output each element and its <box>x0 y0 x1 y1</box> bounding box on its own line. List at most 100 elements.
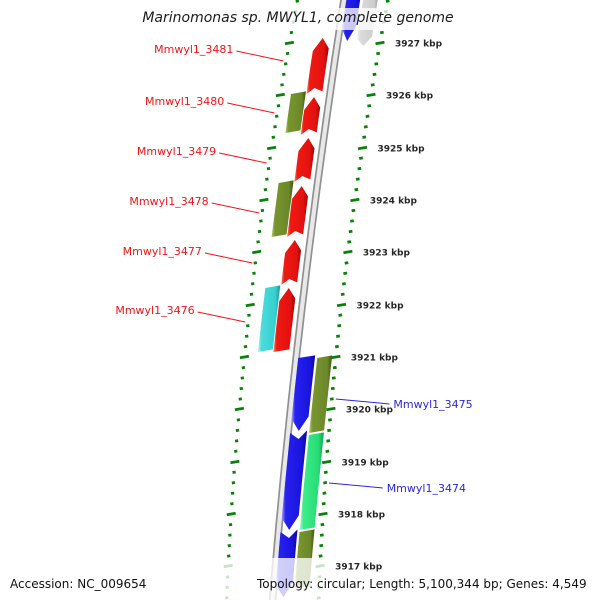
tick-mark <box>343 249 353 255</box>
tick-mark <box>276 104 281 108</box>
tick-mark <box>354 187 359 192</box>
tick-mark <box>350 197 360 203</box>
gene-feature-Mmwyl1_3474 <box>281 430 308 530</box>
tick-mark <box>385 0 390 3</box>
tick-mark <box>321 502 326 506</box>
tick-mark <box>231 481 236 485</box>
tick-mark <box>246 324 250 328</box>
tick-mark <box>341 282 346 286</box>
tick-mark <box>280 83 284 87</box>
tick-mark <box>245 302 255 308</box>
tick-mark <box>295 0 300 3</box>
ruler-label: 3922 kbp <box>357 302 405 312</box>
gene-label: Mmwyl1_3480 <box>145 95 224 108</box>
tick-mark <box>343 271 348 275</box>
tick-mark <box>260 208 265 213</box>
gene-feature-band-3476 <box>257 285 281 352</box>
ruler-label: 3920 kbp <box>346 406 394 416</box>
tick-mark <box>331 376 336 380</box>
title-overlay-band <box>0 8 600 30</box>
tick-mark <box>273 125 277 129</box>
gene-feature-Mmwyl1_3479 <box>294 138 315 182</box>
tick-mark <box>319 543 324 548</box>
tick-mark <box>355 177 360 181</box>
tick-mark <box>239 386 244 391</box>
tick-mark <box>327 428 332 433</box>
tick-mark <box>289 30 294 35</box>
tick-mark <box>234 406 245 412</box>
tick-mark <box>376 51 381 56</box>
tick-mark <box>336 302 347 308</box>
ruler-label: 3924 kbp <box>370 197 418 207</box>
gene-feature-band-3479 <box>271 180 294 237</box>
backbone-fill <box>270 0 347 600</box>
tick-mark <box>265 177 269 181</box>
tick-mark <box>363 125 368 129</box>
gene-feature-rings <box>257 0 378 597</box>
tick-mark <box>234 439 239 443</box>
tick-mark <box>228 522 233 527</box>
leader-line <box>219 152 267 164</box>
tick-mark <box>268 156 272 160</box>
gene-feature-Mmwyl1_3481 <box>306 38 329 94</box>
tick-mark <box>340 292 345 296</box>
tick-mark <box>283 62 288 66</box>
tick-mark <box>347 240 352 244</box>
gene-feature-Mmwyl1_3475 <box>291 355 316 431</box>
ruler-label: 3918 kbp <box>338 511 386 521</box>
tick-mark <box>263 187 268 192</box>
tick-mark <box>232 470 236 474</box>
tick-mark <box>226 554 231 558</box>
tick-mark <box>266 166 271 171</box>
gene-feature-Mmwyl1_3478 <box>287 186 308 237</box>
tick-mark <box>243 344 248 349</box>
gene-label: Mmwyl1_3479 <box>137 145 216 158</box>
footer-overlay-band <box>0 558 600 600</box>
tick-mark <box>323 481 328 485</box>
gene-feature-band-3474 <box>299 432 324 530</box>
tick-mark <box>250 282 255 286</box>
tick-mark <box>379 30 384 35</box>
tick-mark <box>348 229 353 234</box>
tick-mark <box>332 365 337 370</box>
ruler-tick-rails <box>223 0 390 600</box>
leader-line <box>335 398 390 405</box>
leader-line <box>211 202 260 214</box>
tick-mark <box>322 491 327 495</box>
tick-mark <box>226 511 236 517</box>
tick-mark <box>326 406 336 412</box>
tick-mark <box>284 40 295 46</box>
tick-mark <box>367 104 372 108</box>
tick-mark <box>259 219 263 223</box>
label-layer: 3927 kbp 3926 kbp 3925 kbp 3924 kbp 3923 kbp… <box>115 40 472 573</box>
tick-mark <box>230 502 234 506</box>
tick-mark <box>266 145 277 151</box>
tick-mark <box>253 261 258 265</box>
gene-feature-Mmwyl1_3480 <box>300 97 321 135</box>
gene-label: Mmwyl1_3474 <box>387 482 466 495</box>
gene-label: Mmwyl1_3476 <box>115 304 194 317</box>
tick-mark <box>274 114 279 118</box>
tick-mark <box>249 292 254 296</box>
tick-mark <box>247 313 251 317</box>
ruler-label: 3925 kbp <box>378 145 426 155</box>
tick-mark <box>244 334 249 338</box>
gene-label: Mmwyl1_3481 <box>154 43 233 56</box>
gene-feature-band-3480 <box>285 91 306 133</box>
genome-stats-text: Topology: circular; Length: 5,100,344 bp… <box>256 577 587 591</box>
tick-mark <box>234 449 238 453</box>
ruler-label: 3927 kbp <box>395 40 443 50</box>
tick-mark <box>230 459 240 465</box>
tick-mark <box>365 114 370 118</box>
tick-mark <box>338 313 343 317</box>
tick-mark <box>337 324 342 328</box>
tick-mark <box>323 470 328 474</box>
leader-line <box>204 252 253 264</box>
gene-label: Mmwyl1_3475 <box>393 398 472 411</box>
tick-mark <box>320 522 325 527</box>
ruler-label: 3919 kbp <box>342 459 390 469</box>
tick-mark <box>330 386 335 391</box>
gene-label: Mmwyl1_3478 <box>129 195 208 208</box>
tick-mark <box>326 439 331 443</box>
tick-mark <box>357 166 362 171</box>
